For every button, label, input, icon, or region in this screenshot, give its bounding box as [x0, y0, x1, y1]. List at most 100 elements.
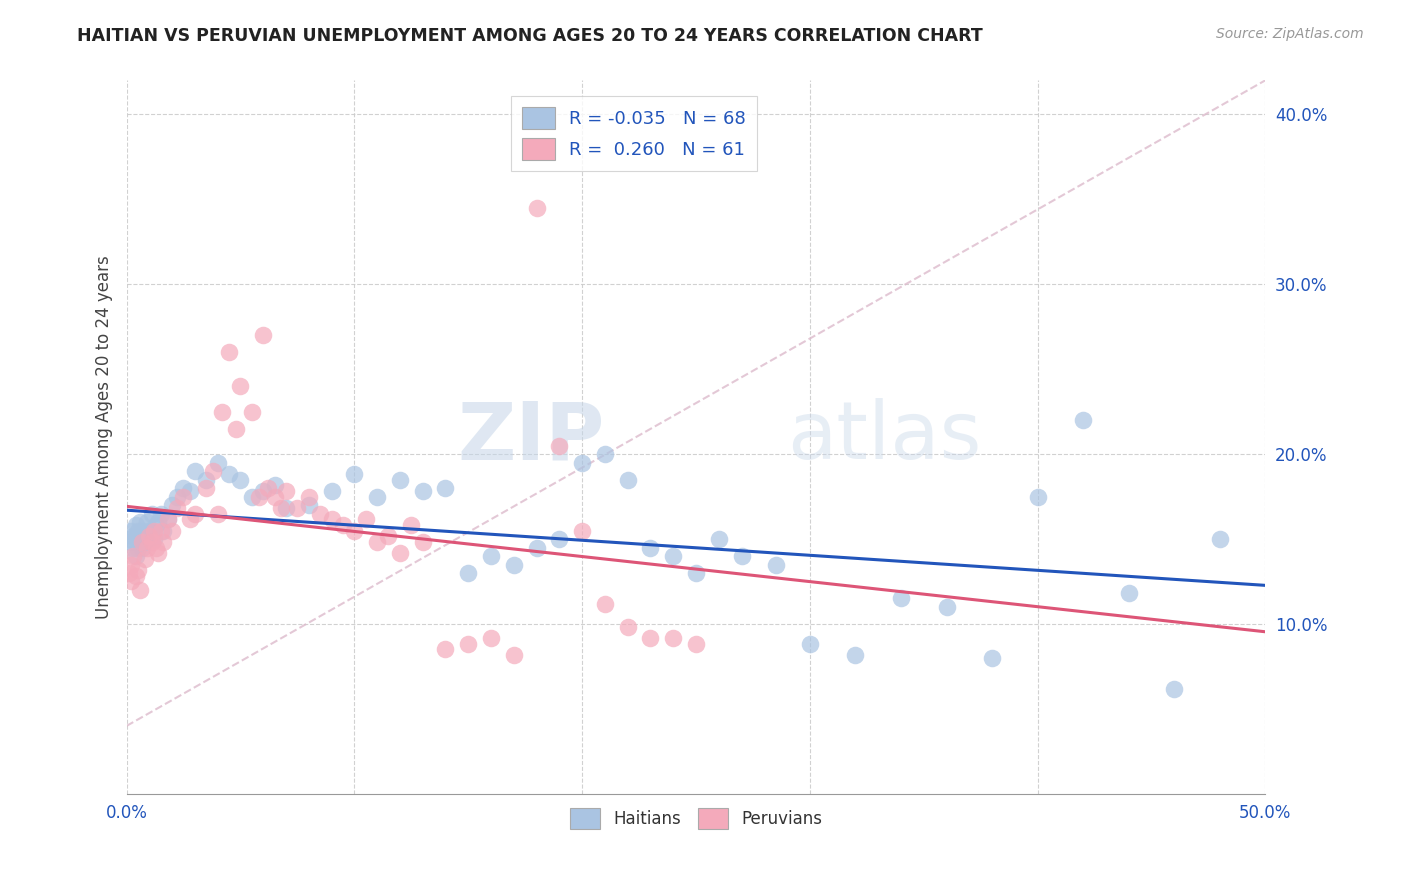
Point: [707, 532, 730, 546]
Point: [457, 566, 479, 580]
Point: [122, 541, 145, 555]
Point: [127, 541, 149, 555]
Point: [526, 201, 548, 215]
Point: [122, 549, 145, 563]
Point: [502, 648, 524, 662]
Point: [148, 546, 170, 560]
Point: [225, 421, 247, 435]
Point: [662, 631, 685, 645]
Point: [166, 490, 188, 504]
Point: [124, 549, 146, 563]
Point: [127, 524, 149, 538]
Point: [179, 511, 201, 525]
Point: [434, 481, 457, 495]
Legend: Haitians, Peruvians: Haitians, Peruvians: [564, 802, 828, 836]
Point: [218, 467, 240, 482]
Point: [548, 439, 571, 453]
Point: [211, 404, 233, 418]
Point: [640, 631, 662, 645]
Point: [138, 524, 160, 538]
Point: [287, 501, 309, 516]
Point: [366, 535, 388, 549]
Point: [136, 541, 159, 555]
Point: [148, 515, 170, 529]
Point: [1071, 413, 1094, 427]
Point: [195, 473, 218, 487]
Point: [195, 481, 218, 495]
Point: [526, 541, 548, 555]
Point: [202, 464, 225, 478]
Point: [207, 456, 229, 470]
Point: [321, 484, 343, 499]
Point: [298, 498, 321, 512]
Point: [412, 484, 434, 499]
Point: [479, 631, 502, 645]
Point: [571, 456, 593, 470]
Point: [1026, 490, 1049, 504]
Point: [309, 507, 332, 521]
Point: [890, 591, 912, 606]
Point: [343, 467, 366, 482]
Point: [388, 473, 411, 487]
Point: [229, 473, 252, 487]
Point: [218, 345, 240, 359]
Point: [1118, 586, 1140, 600]
Point: [141, 535, 163, 549]
Point: [172, 490, 194, 504]
Point: [548, 532, 571, 546]
Point: [160, 498, 183, 512]
Point: [263, 477, 285, 491]
Point: [145, 541, 167, 555]
Point: [571, 524, 593, 538]
Point: [142, 532, 165, 546]
Point: [354, 511, 377, 525]
Point: [166, 501, 188, 516]
Point: [129, 515, 152, 529]
Point: [616, 620, 638, 634]
Point: [172, 481, 194, 495]
Point: [120, 524, 142, 538]
Point: [616, 473, 638, 487]
Point: [457, 637, 479, 651]
Point: [134, 535, 156, 549]
Point: [412, 535, 434, 549]
Point: [377, 528, 399, 542]
Point: [145, 518, 167, 533]
Point: [149, 524, 172, 538]
Point: [124, 569, 146, 583]
Point: [343, 524, 366, 538]
Point: [502, 558, 524, 572]
Point: [479, 549, 502, 563]
Point: [134, 528, 156, 542]
Point: [138, 528, 160, 542]
Point: [160, 524, 183, 538]
Point: [131, 535, 153, 549]
Point: [844, 648, 866, 662]
Point: [298, 490, 321, 504]
Point: [142, 524, 165, 538]
Point: [207, 507, 229, 521]
Point: [640, 541, 662, 555]
Point: [401, 518, 423, 533]
Point: [136, 515, 159, 529]
Point: [662, 549, 685, 563]
Point: [263, 490, 285, 504]
Point: [124, 518, 146, 533]
Point: [270, 501, 292, 516]
Point: [252, 328, 274, 343]
Text: Source: ZipAtlas.com: Source: ZipAtlas.com: [1216, 27, 1364, 41]
Point: [332, 518, 354, 533]
Point: [274, 484, 297, 499]
Point: [252, 484, 274, 499]
Point: [118, 566, 141, 580]
Point: [593, 447, 616, 461]
Point: [131, 524, 153, 538]
Point: [129, 535, 152, 549]
Point: [1163, 681, 1185, 696]
Text: atlas: atlas: [787, 398, 981, 476]
Point: [1209, 532, 1232, 546]
Point: [156, 511, 179, 525]
Point: [366, 490, 388, 504]
Point: [434, 642, 457, 657]
Point: [152, 524, 174, 538]
